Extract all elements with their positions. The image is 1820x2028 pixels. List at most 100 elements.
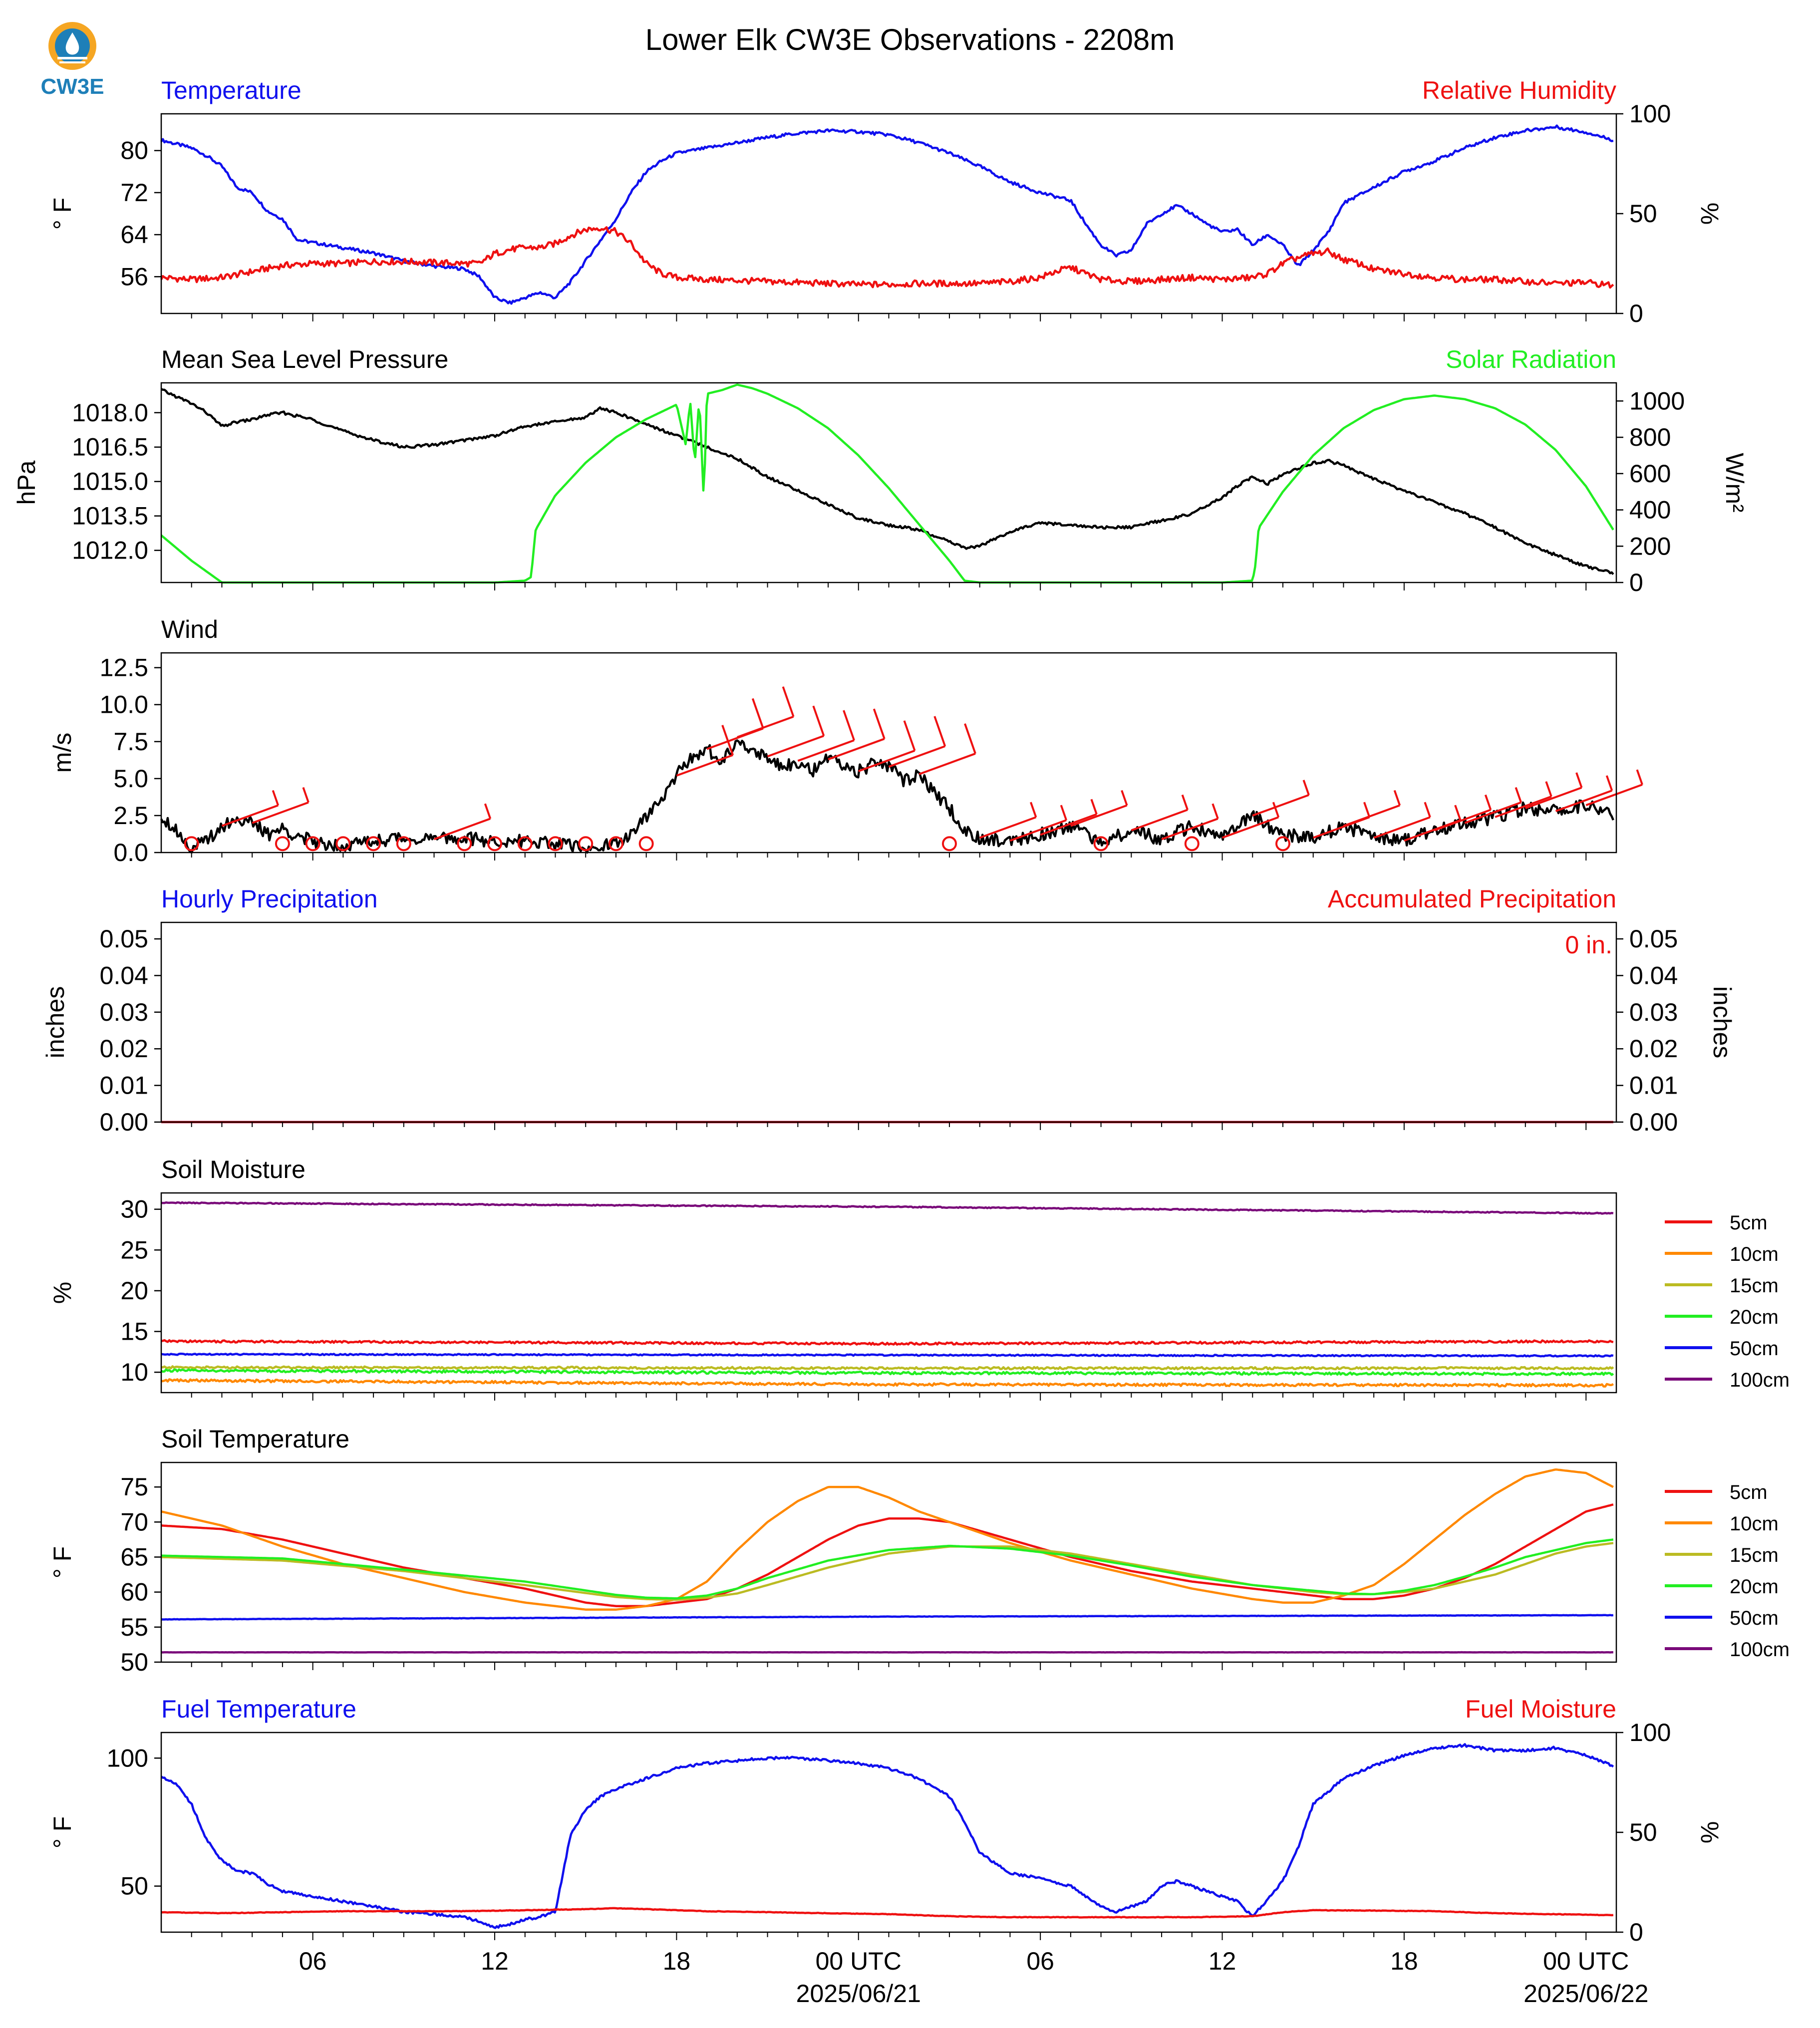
panel-5: 50 55 60 65 70 75 Soil Temperature ° F 5cm 10cm 15…: [48, 1425, 1790, 1676]
ytick-label: 1015.0: [72, 468, 148, 496]
ytick-right-label: 1000: [1629, 387, 1685, 415]
wind-barb-calm: [305, 836, 320, 852]
wind-barb-flag: [1121, 790, 1128, 806]
ytick-label: 56: [120, 263, 148, 290]
ytick-label: 80: [120, 137, 148, 165]
panel-title-right: Solar Radiation: [1446, 345, 1616, 373]
wind-barb-flag: [1090, 799, 1098, 815]
wind-barb-shaft: [979, 816, 1037, 839]
wind-barb-shaft: [1343, 804, 1400, 827]
xtick-label: 12: [1209, 1947, 1236, 1975]
ytick-label: 64: [120, 221, 148, 249]
panel-title-right: Relative Humidity: [1422, 76, 1616, 104]
wind-barb-calm: [608, 836, 623, 852]
wind-barb-calm: [941, 836, 957, 852]
panel-frame: [160, 652, 1617, 854]
ytick-label: 65: [120, 1543, 148, 1571]
panel-3: 0.00 0.01 0.02 0.03 0.04 0.05 0.00 0.01 0.02 0.03…: [41, 885, 1736, 1136]
wind-barb-shaft: [1555, 790, 1612, 812]
legend-label: 100cm: [1730, 1369, 1790, 1391]
panel-frame: [160, 921, 1617, 1123]
ytick-label: 55: [120, 1613, 148, 1641]
wind-barb-shaft: [1252, 794, 1309, 817]
cw3e-logo-icon: CW3E: [40, 22, 104, 99]
wind-barb-flag: [302, 787, 309, 803]
ytick-label: 0.04: [100, 961, 148, 989]
wind-barb-flag: [933, 716, 946, 747]
wind-barb-flag: [1636, 769, 1643, 785]
wind-barb-shaft: [676, 754, 733, 777]
series-line-20cm: [161, 1538, 1614, 1600]
xtick-label: 18: [1390, 1947, 1418, 1975]
wind-barb: [1585, 769, 1643, 807]
ytick-right-label: 400: [1629, 496, 1671, 524]
series-line-10cm: [161, 1378, 1614, 1388]
ytick-label: 2.5: [113, 802, 148, 830]
wind-barb: [1495, 781, 1552, 818]
wind-barb: [737, 686, 795, 738]
shared-x-axis: 06 12 18 00 UTC 06 12 18 00 UTC 2025/06/21 2025/0…: [299, 1947, 1649, 2008]
wind-barb-shaft: [1070, 804, 1128, 827]
wind-barb-flag: [1212, 803, 1219, 819]
ytick-right-label: 200: [1629, 532, 1671, 560]
ytick-label: 1013.5: [72, 502, 148, 530]
ylabel-left: hPa: [12, 460, 40, 505]
legend-label: 5cm: [1730, 1481, 1768, 1503]
wind-barb: [1131, 794, 1189, 832]
panel-title-right: Accumulated Precipitation: [1328, 885, 1616, 913]
series-line-15cm: [161, 1365, 1614, 1371]
wind-barb: [1040, 799, 1098, 836]
series-line-fuel-moisture: [161, 1907, 1614, 1919]
wind-barb-flag: [751, 698, 764, 729]
ytick-label: 60: [120, 1578, 148, 1606]
wind-barb: [1373, 802, 1431, 839]
wind-barb-flag: [1030, 802, 1037, 818]
legend-label: 5cm: [1730, 1212, 1768, 1234]
panel-title-left: Hourly Precipitation: [161, 885, 378, 913]
ytick-label: 12.5: [100, 654, 148, 682]
wind-barb: [828, 708, 886, 761]
wind-barb-flag: [1302, 780, 1310, 796]
legend-label: 10cm: [1730, 1513, 1779, 1535]
legend-label: 15cm: [1730, 1275, 1779, 1297]
series-line-100cm: [161, 1201, 1614, 1215]
xtick-label: 06: [299, 1947, 327, 1975]
ytick-label: 15: [120, 1318, 148, 1346]
series-line-10cm: [161, 1468, 1614, 1611]
wind-barb: [888, 716, 946, 768]
ylabel-left: ° F: [48, 1546, 76, 1578]
ylabel-left: inches: [41, 986, 69, 1059]
ytick-label: 1016.5: [72, 433, 148, 461]
wind-barb: [797, 710, 855, 762]
logo-drop: [65, 32, 79, 55]
ytick-right-label: 0.01: [1629, 1072, 1678, 1100]
panel-2: 0.0 2.5 5.0 7.5 10.0 12.5 Wind m/s: [48, 615, 1643, 867]
ytick-label: 7.5: [113, 728, 148, 756]
series-line-5cm: [161, 1503, 1614, 1607]
wind-barb: [1161, 803, 1219, 841]
wind-barb-calm: [457, 836, 472, 852]
wind-barb-shaft: [1161, 818, 1218, 841]
accumulated-total-label: 0 in.: [1565, 931, 1612, 959]
ytick-label: 0.03: [100, 998, 148, 1026]
wind-barb-flag: [1424, 802, 1431, 818]
ytick-right-label: 0: [1629, 1918, 1643, 1946]
ytick-label: 1012.0: [72, 537, 148, 565]
panel-frame: [160, 382, 1617, 583]
ylabel-right: %: [1696, 1821, 1724, 1843]
wind-barb-shaft: [1373, 816, 1431, 839]
ytick-right-label: 50: [1629, 200, 1657, 228]
wind-barb: [676, 725, 734, 777]
wind-barb-flag: [782, 686, 795, 717]
wind-barb-flag: [903, 720, 916, 751]
series-line-50cm: [161, 1352, 1614, 1358]
wind-barb-shaft: [1434, 809, 1492, 832]
ylabel-right: %: [1696, 203, 1724, 225]
wind-barb-calm: [1275, 836, 1290, 852]
ylabel-right: inches: [1708, 986, 1736, 1059]
wind-barb-flag: [1454, 805, 1462, 821]
cw3e-logo: CW3E: [27, 15, 117, 105]
ytick-right-label: 0.03: [1629, 998, 1678, 1026]
wind-barb-flag: [1484, 794, 1492, 811]
